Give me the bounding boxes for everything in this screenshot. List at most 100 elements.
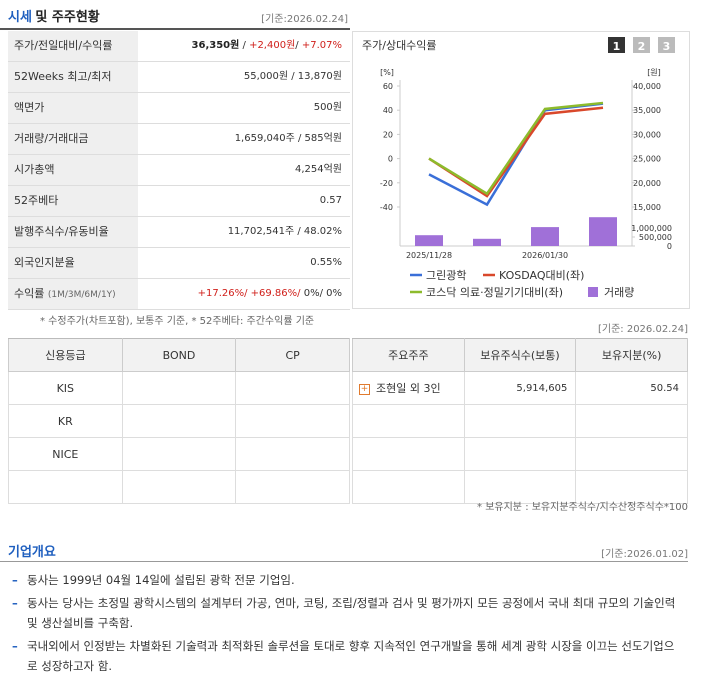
price-value-part: 4,254억원 — [294, 164, 342, 175]
chart-title: 주가/상대수익률 — [362, 39, 437, 52]
expand-icon[interactable]: + — [359, 383, 370, 395]
price-value-part: +17.26%/ +69.86%/ — [197, 288, 304, 299]
y-tick-label: 40 — [383, 106, 393, 115]
y-tick-label: 20 — [383, 130, 393, 139]
bullet: – — [12, 573, 18, 587]
table-row: + 조현일 외 3인 5,914,605 50.54 — [352, 371, 688, 405]
empty-cell — [121, 470, 237, 504]
price-value: 55,000원 / 13,870원 — [244, 62, 342, 92]
table-row — [352, 437, 688, 471]
price-value-part: / — [239, 40, 250, 51]
empty-cell — [352, 470, 465, 504]
volume-bar — [589, 217, 617, 246]
price-row: 시가총액 4,254억원 — [8, 155, 350, 186]
overview-text: 국내외에서 인정받는 차별화된 기술력과 최적화된 솔루션을 토대로 향후 지속… — [27, 639, 675, 673]
price-label-cell: 주가/전일대비/수익률 — [8, 31, 138, 61]
header-cell: 신용등급 — [8, 338, 123, 372]
legend-label: 거래량 — [604, 286, 634, 299]
price-value-part: / — [295, 40, 302, 51]
y2-tick-label: 40,000 — [633, 82, 661, 91]
header-cell: 보유지분(%) — [575, 338, 688, 372]
header-cell: BOND — [121, 338, 237, 372]
empty-cell — [463, 437, 577, 471]
rating-agency: NICE — [8, 437, 123, 471]
legend-swatch — [588, 287, 598, 297]
y2-tick-label: 15,000 — [633, 203, 661, 212]
empty-cell — [121, 404, 237, 438]
price-label: 발행주식수/유동비율 — [14, 225, 109, 238]
overview-item: – 동사는 1999년 04월 14일에 설립된 광학 전문 기업임. — [12, 570, 682, 590]
legend-label: 그린광학 — [426, 269, 466, 282]
empty-cell — [575, 470, 688, 504]
price-value-part: 11,702,541주 / 48.02% — [227, 226, 342, 237]
tab[interactable] — [608, 37, 625, 53]
tab[interactable] — [633, 37, 650, 53]
price-label: 외국인지분율 — [14, 256, 75, 269]
table-row — [8, 470, 350, 504]
price-label: 액면가 — [14, 101, 45, 114]
price-label-cell: 시가총액 — [8, 155, 138, 185]
empty-cell — [121, 371, 237, 405]
empty-cell — [575, 437, 688, 471]
price-note: * 수정주가(차트포함), 보통주 기준, * 52주베타: 주간수익률 기준 — [40, 316, 315, 327]
rating-agency: KR — [8, 404, 123, 438]
series-line — [428, 101, 604, 196]
price-row: 액면가 500원 — [8, 93, 350, 124]
empty-cell — [235, 470, 350, 504]
chart-panel — [352, 31, 690, 309]
y2-unit: [원] — [647, 68, 661, 77]
overview-item: – 국내외에서 인정받는 차별화된 기술력과 최적화된 솔루션을 토대로 향후 지… — [12, 636, 682, 676]
header-cell: 주요주주 — [352, 338, 465, 372]
empty-cell — [8, 470, 123, 504]
y3-tick-label: 1,000,000 — [631, 224, 672, 233]
y2-tick-label: 35,000 — [633, 106, 661, 115]
section-title: 시세 및 주주현황 — [8, 6, 100, 25]
y2-tick-label: 25,000 — [633, 155, 661, 164]
price-value: 11,702,541주 / 48.02% — [228, 217, 342, 247]
empty-cell — [235, 371, 350, 405]
price-label: 시가총액 — [14, 163, 55, 176]
holder-text: 50.54 — [650, 382, 679, 394]
y-tick-label: 0 — [388, 155, 393, 164]
price-value-part: 0.57 — [319, 195, 342, 206]
tab-label: 3 — [663, 40, 671, 53]
legend-label: 코스닥 의료·정밀기기대비(좌) — [426, 286, 563, 299]
overview-title: 기업개요 — [8, 545, 56, 560]
overview-text: 동사는 당사는 초정밀 광학시스템의 설계부터 가공, 연마, 코팅, 조립/정… — [27, 596, 676, 630]
title-rest: 및 주주현황 — [35, 10, 100, 25]
credit-table: 신용등급 BOND CP KIS KR NICE — [8, 338, 350, 504]
tab-label: 1 — [613, 40, 621, 53]
price-row: 수익률 (1M/3M/6M/1Y) +17.26%/ +69.86%/ 0%/ 0… — [8, 279, 350, 310]
x-tick-label: 2026/01/30 — [522, 251, 568, 260]
table-row — [352, 404, 688, 438]
price-value: 4,254억원 — [295, 155, 342, 185]
price-value: 36,350원 / +2,400원/ +7.07% — [192, 31, 342, 61]
empty-cell — [352, 437, 465, 471]
price-label-cell: 거래량/거래대금 — [8, 124, 138, 154]
price-value: 1,659,040주 / 585억원 — [235, 124, 342, 154]
price-label-cell: 수익률 (1M/3M/6M/1Y) — [8, 279, 138, 309]
price-row: 52주베타 0.57 — [8, 186, 350, 217]
y3-tick-label: 500,000 — [639, 233, 672, 242]
y-tick-label: -40 — [380, 203, 393, 212]
tab[interactable] — [658, 37, 675, 53]
empty-cell — [352, 404, 465, 438]
holder-text: 조현일 외 3인 — [376, 382, 441, 395]
price-label: 52주베타 — [14, 194, 59, 207]
y-tick-label: 60 — [383, 82, 393, 91]
price-value: 500원 — [314, 93, 342, 123]
price-label-cell: 52Weeks 최고/최저 — [8, 62, 138, 92]
rating-agency: KIS — [8, 371, 123, 405]
price-row: 외국인지분율 0.55% — [8, 248, 350, 279]
volume-bar — [415, 235, 443, 246]
y-tick-label: -20 — [380, 179, 393, 188]
holder-cell: 5,914,605 — [463, 371, 577, 405]
price-row: 52Weeks 최고/최저 55,000원 / 13,870원 — [8, 62, 350, 93]
overview-list: – 동사는 1999년 04월 14일에 설립된 광학 전문 기업임. – 동사는 당… — [0, 566, 700, 676]
empty-cell — [235, 437, 350, 471]
holder-cell: 50.54 — [575, 371, 688, 405]
bullet: – — [12, 596, 18, 610]
holder-cell: + 조현일 외 3인 — [352, 371, 465, 405]
price-row: 거래량/거래대금 1,659,040주 / 585억원 — [8, 124, 350, 155]
volume-bar — [473, 238, 501, 246]
